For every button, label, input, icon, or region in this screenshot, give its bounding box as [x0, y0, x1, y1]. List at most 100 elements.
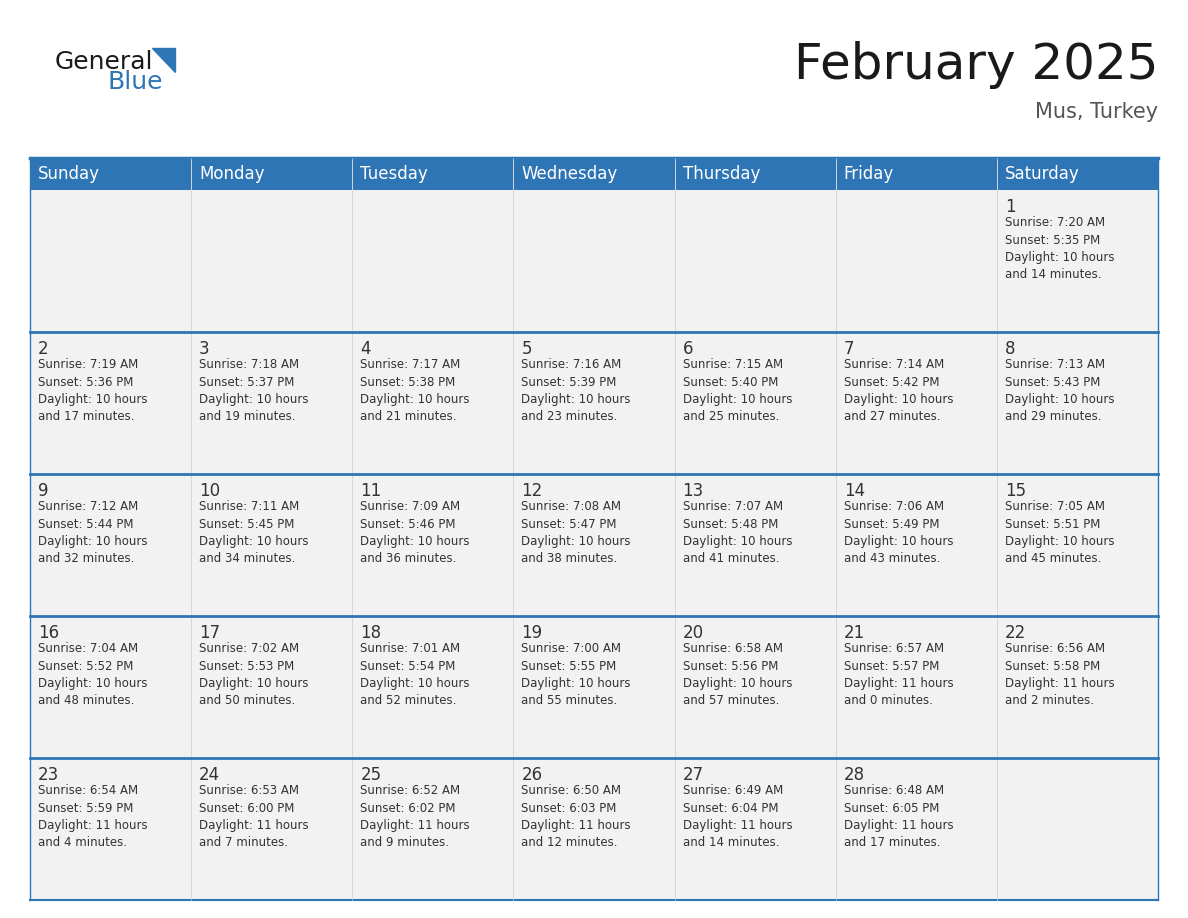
Bar [675, 190, 835, 332]
Text: Sunrise: 7:09 AM
Sunset: 5:46 PM
Daylight: 10 hours
and 36 minutes.: Sunrise: 7:09 AM Sunset: 5:46 PM Dayligh… [360, 500, 469, 565]
Text: Sunrise: 7:13 AM
Sunset: 5:43 PM
Daylight: 10 hours
and 29 minutes.: Sunrise: 7:13 AM Sunset: 5:43 PM Dayligh… [1005, 358, 1114, 423]
Bar [997, 158, 1158, 190]
Bar [30, 616, 191, 758]
Text: Blue: Blue [107, 70, 163, 94]
Polygon shape [152, 48, 175, 72]
Bar [30, 190, 191, 332]
Bar [835, 332, 997, 474]
Text: Sunrise: 7:16 AM
Sunset: 5:39 PM
Daylight: 10 hours
and 23 minutes.: Sunrise: 7:16 AM Sunset: 5:39 PM Dayligh… [522, 358, 631, 423]
Text: Sunrise: 7:05 AM
Sunset: 5:51 PM
Daylight: 10 hours
and 45 minutes.: Sunrise: 7:05 AM Sunset: 5:51 PM Dayligh… [1005, 500, 1114, 565]
Text: 24: 24 [200, 766, 220, 784]
Bar [835, 758, 997, 900]
Bar [353, 190, 513, 332]
Bar [997, 474, 1158, 616]
Text: Sunrise: 7:14 AM
Sunset: 5:42 PM
Daylight: 10 hours
and 27 minutes.: Sunrise: 7:14 AM Sunset: 5:42 PM Dayligh… [843, 358, 953, 423]
Text: Sunrise: 6:56 AM
Sunset: 5:58 PM
Daylight: 11 hours
and 2 minutes.: Sunrise: 6:56 AM Sunset: 5:58 PM Dayligh… [1005, 642, 1114, 708]
Text: Saturday: Saturday [1005, 165, 1080, 183]
Text: Sunrise: 7:12 AM
Sunset: 5:44 PM
Daylight: 10 hours
and 32 minutes.: Sunrise: 7:12 AM Sunset: 5:44 PM Dayligh… [38, 500, 147, 565]
Text: 1: 1 [1005, 198, 1016, 216]
Text: 26: 26 [522, 766, 543, 784]
Bar [997, 758, 1158, 900]
Bar [835, 616, 997, 758]
Text: Sunrise: 7:17 AM
Sunset: 5:38 PM
Daylight: 10 hours
and 21 minutes.: Sunrise: 7:17 AM Sunset: 5:38 PM Dayligh… [360, 358, 469, 423]
Text: Sunrise: 7:11 AM
Sunset: 5:45 PM
Daylight: 10 hours
and 34 minutes.: Sunrise: 7:11 AM Sunset: 5:45 PM Dayligh… [200, 500, 309, 565]
Text: Sunrise: 7:08 AM
Sunset: 5:47 PM
Daylight: 10 hours
and 38 minutes.: Sunrise: 7:08 AM Sunset: 5:47 PM Dayligh… [522, 500, 631, 565]
Text: 25: 25 [360, 766, 381, 784]
Bar [997, 616, 1158, 758]
Bar [191, 190, 353, 332]
Text: 12: 12 [522, 482, 543, 500]
Text: Thursday: Thursday [683, 165, 760, 183]
Text: Sunrise: 6:48 AM
Sunset: 6:05 PM
Daylight: 11 hours
and 17 minutes.: Sunrise: 6:48 AM Sunset: 6:05 PM Dayligh… [843, 784, 953, 849]
Text: Sunrise: 7:02 AM
Sunset: 5:53 PM
Daylight: 10 hours
and 50 minutes.: Sunrise: 7:02 AM Sunset: 5:53 PM Dayligh… [200, 642, 309, 708]
Text: 28: 28 [843, 766, 865, 784]
Text: 10: 10 [200, 482, 220, 500]
Bar [191, 758, 353, 900]
Text: Sunrise: 7:04 AM
Sunset: 5:52 PM
Daylight: 10 hours
and 48 minutes.: Sunrise: 7:04 AM Sunset: 5:52 PM Dayligh… [38, 642, 147, 708]
Bar [513, 190, 675, 332]
Text: Sunrise: 7:20 AM
Sunset: 5:35 PM
Daylight: 10 hours
and 14 minutes.: Sunrise: 7:20 AM Sunset: 5:35 PM Dayligh… [1005, 216, 1114, 282]
Text: 2: 2 [38, 340, 49, 358]
Text: Tuesday: Tuesday [360, 165, 428, 183]
Text: Sunrise: 6:57 AM
Sunset: 5:57 PM
Daylight: 11 hours
and 0 minutes.: Sunrise: 6:57 AM Sunset: 5:57 PM Dayligh… [843, 642, 953, 708]
Bar [191, 332, 353, 474]
Bar [675, 332, 835, 474]
Text: 16: 16 [38, 624, 59, 642]
Text: 23: 23 [38, 766, 59, 784]
Bar [997, 332, 1158, 474]
Bar [835, 474, 997, 616]
Bar [675, 158, 835, 190]
Text: Sunrise: 6:53 AM
Sunset: 6:00 PM
Daylight: 11 hours
and 7 minutes.: Sunrise: 6:53 AM Sunset: 6:00 PM Dayligh… [200, 784, 309, 849]
Bar [30, 158, 191, 190]
Text: Sunrise: 7:06 AM
Sunset: 5:49 PM
Daylight: 10 hours
and 43 minutes.: Sunrise: 7:06 AM Sunset: 5:49 PM Dayligh… [843, 500, 953, 565]
Text: February 2025: February 2025 [794, 41, 1158, 89]
Text: 8: 8 [1005, 340, 1016, 358]
Text: 20: 20 [683, 624, 703, 642]
Text: Sunrise: 7:19 AM
Sunset: 5:36 PM
Daylight: 10 hours
and 17 minutes.: Sunrise: 7:19 AM Sunset: 5:36 PM Dayligh… [38, 358, 147, 423]
Text: Sunrise: 7:01 AM
Sunset: 5:54 PM
Daylight: 10 hours
and 52 minutes.: Sunrise: 7:01 AM Sunset: 5:54 PM Dayligh… [360, 642, 469, 708]
Text: 4: 4 [360, 340, 371, 358]
Text: Friday: Friday [843, 165, 893, 183]
Text: 7: 7 [843, 340, 854, 358]
Text: 18: 18 [360, 624, 381, 642]
Text: Sunrise: 6:50 AM
Sunset: 6:03 PM
Daylight: 11 hours
and 12 minutes.: Sunrise: 6:50 AM Sunset: 6:03 PM Dayligh… [522, 784, 631, 849]
Bar [191, 158, 353, 190]
Bar [513, 758, 675, 900]
Text: Sunrise: 7:07 AM
Sunset: 5:48 PM
Daylight: 10 hours
and 41 minutes.: Sunrise: 7:07 AM Sunset: 5:48 PM Dayligh… [683, 500, 792, 565]
Text: General: General [55, 50, 153, 74]
Bar [30, 332, 191, 474]
Bar [513, 158, 675, 190]
Text: 9: 9 [38, 482, 49, 500]
Text: 3: 3 [200, 340, 210, 358]
Text: Sunrise: 6:54 AM
Sunset: 5:59 PM
Daylight: 11 hours
and 4 minutes.: Sunrise: 6:54 AM Sunset: 5:59 PM Dayligh… [38, 784, 147, 849]
Text: 21: 21 [843, 624, 865, 642]
Bar [191, 616, 353, 758]
Text: 11: 11 [360, 482, 381, 500]
Bar [30, 474, 191, 616]
Text: Sunrise: 7:18 AM
Sunset: 5:37 PM
Daylight: 10 hours
and 19 minutes.: Sunrise: 7:18 AM Sunset: 5:37 PM Dayligh… [200, 358, 309, 423]
Bar [835, 190, 997, 332]
Text: 15: 15 [1005, 482, 1026, 500]
Text: 19: 19 [522, 624, 543, 642]
Bar [675, 616, 835, 758]
Bar [675, 474, 835, 616]
Bar [835, 158, 997, 190]
Text: Monday: Monday [200, 165, 265, 183]
Bar [353, 758, 513, 900]
Text: Sunrise: 7:15 AM
Sunset: 5:40 PM
Daylight: 10 hours
and 25 minutes.: Sunrise: 7:15 AM Sunset: 5:40 PM Dayligh… [683, 358, 792, 423]
Bar [30, 758, 191, 900]
Text: Sunrise: 6:49 AM
Sunset: 6:04 PM
Daylight: 11 hours
and 14 minutes.: Sunrise: 6:49 AM Sunset: 6:04 PM Dayligh… [683, 784, 792, 849]
Bar [353, 474, 513, 616]
Text: 14: 14 [843, 482, 865, 500]
Text: Sunrise: 6:58 AM
Sunset: 5:56 PM
Daylight: 10 hours
and 57 minutes.: Sunrise: 6:58 AM Sunset: 5:56 PM Dayligh… [683, 642, 792, 708]
Text: 13: 13 [683, 482, 703, 500]
Bar [513, 332, 675, 474]
Text: 6: 6 [683, 340, 693, 358]
Text: 27: 27 [683, 766, 703, 784]
Text: Sunrise: 7:00 AM
Sunset: 5:55 PM
Daylight: 10 hours
and 55 minutes.: Sunrise: 7:00 AM Sunset: 5:55 PM Dayligh… [522, 642, 631, 708]
Bar [675, 758, 835, 900]
Bar [513, 474, 675, 616]
Bar [353, 158, 513, 190]
Bar [353, 616, 513, 758]
Text: Mus, Turkey: Mus, Turkey [1035, 102, 1158, 122]
